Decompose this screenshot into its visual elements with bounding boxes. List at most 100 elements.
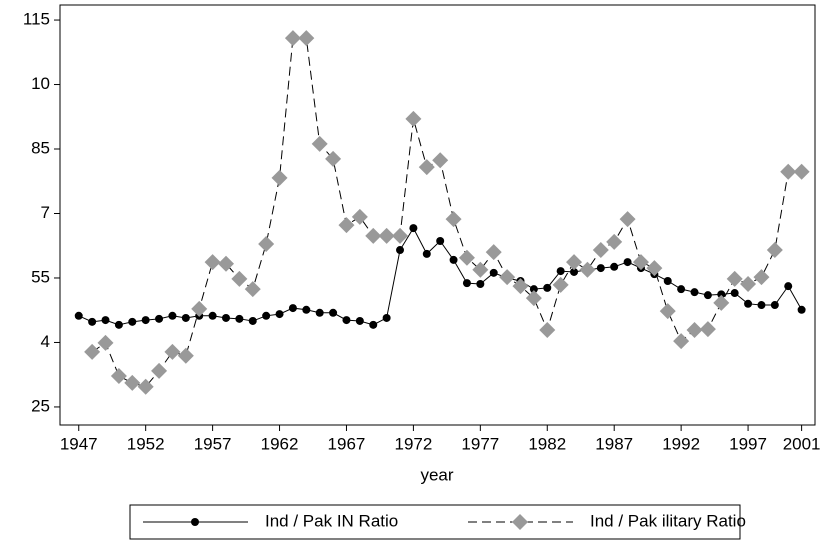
data-point [355,316,364,325]
data-point [529,285,538,294]
data-point [302,305,311,314]
data-point [258,236,275,253]
y-tick-label: 7 [41,203,50,222]
data-point [231,270,248,287]
y-tick-label: 115 [23,10,50,29]
data-point [690,288,699,297]
data-point [418,159,435,176]
x-tick-label: 1967 [328,434,366,453]
data-point [623,258,632,267]
y-tick-label: 85 [31,138,50,157]
data-point [646,260,663,277]
data-point [409,224,418,233]
data-point [592,242,609,259]
y-tick-label: 25 [31,396,50,415]
data-point [579,261,596,278]
data-point [659,303,676,320]
data-point [271,169,288,186]
data-point [699,321,716,338]
data-point [177,347,194,364]
data-point [168,311,177,320]
data-point [432,152,449,169]
data-point [770,301,779,310]
data-point [311,135,328,152]
data-point [217,255,234,272]
data-point [221,313,230,322]
data-point [155,314,164,323]
data-point [632,254,649,271]
data-point [449,255,458,264]
data-point [141,316,150,325]
x-tick-label: 1997 [729,434,767,453]
data-point [543,283,552,292]
data-point [97,334,114,351]
data-point [673,333,690,350]
data-point [284,30,301,47]
data-point [405,110,422,127]
data-point [784,282,793,291]
data-point [235,314,244,323]
data-point [744,299,753,308]
data-point [124,374,141,391]
data-point [288,304,297,313]
data-point [619,211,636,228]
data-point [606,233,623,250]
data-point [740,275,757,292]
x-tick-label: 1962 [261,434,299,453]
data-point [458,249,475,266]
data-point [315,308,324,317]
data-point [766,242,783,259]
legend-label: Ind / Pak ilitary Ratio [590,511,746,530]
data-point [476,279,485,288]
data-point [325,150,342,167]
x-tick-label: 1947 [60,434,98,453]
data-point [365,227,382,244]
data-point [499,269,516,286]
data-point [686,321,703,338]
data-point [570,267,579,276]
x-tick-label: 1977 [461,434,499,453]
data-point [436,237,445,246]
data-point [445,211,462,228]
data-point [262,311,271,320]
data-point [512,278,529,295]
data-point [114,320,123,329]
y-tick-label: 4 [41,332,50,351]
data-point [539,321,556,338]
x-tick-label: 1952 [127,434,165,453]
data-point [88,317,97,326]
data-point [753,269,770,286]
data-point [84,343,101,360]
data-point [369,320,378,329]
data-point [566,254,583,271]
data-point [378,227,395,244]
x-tick-label: 1992 [662,434,700,453]
data-point [717,290,726,299]
data-point [485,244,502,261]
data-point [797,305,806,314]
data-point [244,281,261,298]
data-point [137,378,154,395]
data-point [472,261,489,278]
data-point [663,276,672,285]
data-point [757,301,766,310]
data-point [74,311,83,320]
data-point [703,291,712,300]
x-axis-label: year [420,465,453,484]
data-point [342,316,351,325]
legend-label: Ind / Pak IN Ratio [265,511,398,530]
data-point [525,290,542,307]
data-point [730,289,739,298]
data-point [392,227,409,244]
data-point [110,367,127,384]
data-point [164,343,181,360]
data-point [726,270,743,287]
data-point [793,163,810,180]
data-point [248,316,257,325]
legend-marker [512,514,528,530]
data-point [351,208,368,225]
data-point [552,276,569,293]
legend-marker [191,518,199,526]
data-point [101,316,110,325]
